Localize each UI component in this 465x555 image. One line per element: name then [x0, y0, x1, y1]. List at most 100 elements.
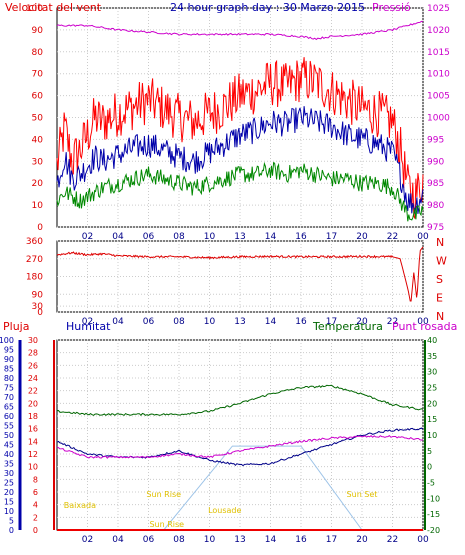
- x-tick-label: 08: [173, 535, 185, 545]
- x-tick-label: 20: [356, 317, 368, 327]
- wind-series-line: [56, 161, 424, 222]
- x-tick-label: 08: [173, 232, 185, 242]
- direction-tick-label: 270: [26, 255, 43, 265]
- temp-tick-label: -5: [427, 479, 435, 488]
- humidity-tick-label: 75: [4, 384, 14, 393]
- x-tick-label: 00: [417, 317, 429, 327]
- temp-panel-frame: [56, 339, 424, 531]
- temp-tick-label: -15: [427, 510, 440, 519]
- rain-tick-label: 6: [33, 488, 38, 497]
- x-tick-label: 20: [356, 232, 368, 242]
- x-tick-label: 14: [265, 317, 277, 327]
- wind-tick-label: 10: [32, 201, 44, 211]
- wind-tick-label: 30: [32, 157, 44, 167]
- wind-tick-label: 90: [32, 26, 44, 36]
- rain-tick-label: 2: [33, 513, 38, 522]
- humidity-tick-label: 60: [4, 412, 14, 421]
- temperature-label: Temperatura: [312, 320, 383, 333]
- x-tick-label: 17: [326, 232, 337, 242]
- temp-tick-label: 40: [427, 336, 437, 345]
- temp-tick-label: 0: [427, 463, 432, 472]
- x-tick-label: 10: [204, 535, 216, 545]
- data-series: [56, 20, 424, 531]
- compass-label: N: [436, 236, 444, 249]
- humidity-tick-label: 40: [4, 450, 14, 459]
- sun-marker-label: Lousade: [208, 506, 241, 515]
- x-tick-label: 17: [326, 317, 337, 327]
- humidity-tick-label: 10: [4, 507, 14, 516]
- rain-tick-label: 14: [28, 437, 38, 446]
- pressure-tick-label: 1005: [427, 92, 450, 102]
- sun-marker-label: Sun Rise: [146, 490, 181, 499]
- humidity-tick-label: 70: [4, 393, 14, 402]
- wind-tick-label: 20: [32, 179, 44, 189]
- x-tick-label: 04: [112, 535, 124, 545]
- rain-label: Pluja: [3, 320, 29, 333]
- rain-tick-label: 4: [33, 501, 38, 510]
- x-tick-label: 02: [82, 535, 93, 545]
- humidity-tick-label: 35: [4, 460, 14, 469]
- direction-tick-label: 90: [32, 290, 44, 300]
- compass-label: S: [436, 273, 443, 286]
- pressure-tick-label: 985: [427, 179, 444, 189]
- temp-series-line: [56, 384, 424, 417]
- x-tick-label: 13: [234, 232, 245, 242]
- pressure-tick-label: 995: [427, 135, 444, 145]
- pressure-tick-label: 1025: [427, 4, 450, 14]
- pressure-tick-label: 975: [427, 223, 444, 233]
- x-tick-label: 02: [82, 232, 93, 242]
- rain-tick-label: 16: [28, 425, 38, 434]
- x-tick-label: 22: [387, 535, 398, 545]
- humidity-tick-label: 30: [4, 469, 14, 478]
- humidity-tick-label: 80: [4, 374, 14, 383]
- humidity-tick-label: 5: [9, 517, 14, 526]
- rain-tick-label: 26: [28, 361, 38, 370]
- humidity-tick-label: 45: [4, 441, 14, 450]
- x-tick-label: 16: [295, 232, 307, 242]
- wind-tick-label: 70: [32, 70, 44, 80]
- sun-elevation-line: [163, 445, 363, 531]
- wind-tick-label: 40: [32, 135, 44, 145]
- rain-tick-label: 24: [28, 374, 38, 383]
- temp-tick-label: 15: [427, 415, 437, 424]
- direction-tick-label: 0: [37, 308, 43, 318]
- x-tick-label: 17: [326, 535, 337, 545]
- pressure-tick-label: 1000: [427, 114, 450, 124]
- temp-tick-label: 35: [427, 352, 437, 361]
- x-tick-label: 14: [265, 232, 277, 242]
- rain-tick-label: 30: [28, 336, 38, 345]
- sun-marker-label: Sun Rise: [149, 520, 184, 529]
- x-tick-label: 00: [417, 232, 429, 242]
- x-tick-label: 04: [112, 232, 124, 242]
- humidity-tick-label: 50: [4, 431, 14, 440]
- humidity-tick-label: 55: [4, 422, 14, 431]
- x-tick-label: 10: [204, 232, 216, 242]
- humidity-tick-label: 85: [4, 365, 14, 374]
- rain-tick-label: 18: [28, 412, 38, 421]
- wind-tick-label: 80: [32, 48, 44, 58]
- direction-tick-label: 180: [26, 273, 43, 283]
- x-tick-label: 02: [82, 317, 93, 327]
- compass-label: E: [436, 292, 443, 305]
- rain-tick-label: 20: [28, 399, 38, 408]
- sun-marker-label: Baixada: [64, 501, 96, 510]
- direction-series-line: [56, 246, 424, 302]
- compass-label: N: [436, 310, 444, 323]
- wind-series-line: [56, 57, 424, 219]
- temp-tick-label: 10: [427, 431, 437, 440]
- pressure-tick-label: 1015: [427, 48, 450, 58]
- rain-tick-label: 12: [28, 450, 38, 459]
- humidity-tick-label: 95: [4, 346, 14, 355]
- dewpoint-label: Punt rosada: [392, 320, 457, 333]
- x-tick-label: 06: [143, 535, 155, 545]
- temp-tick-label: 30: [427, 368, 437, 377]
- pressure-tick-label: 1010: [427, 70, 450, 80]
- humidity-tick-label: 15: [4, 498, 14, 507]
- temp-tick-label: 25: [427, 384, 437, 393]
- compass-label: W: [436, 255, 447, 268]
- wind-tick-label: 100: [26, 4, 43, 14]
- x-tick-label: 16: [295, 535, 307, 545]
- temp-tick-label: 20: [427, 399, 437, 408]
